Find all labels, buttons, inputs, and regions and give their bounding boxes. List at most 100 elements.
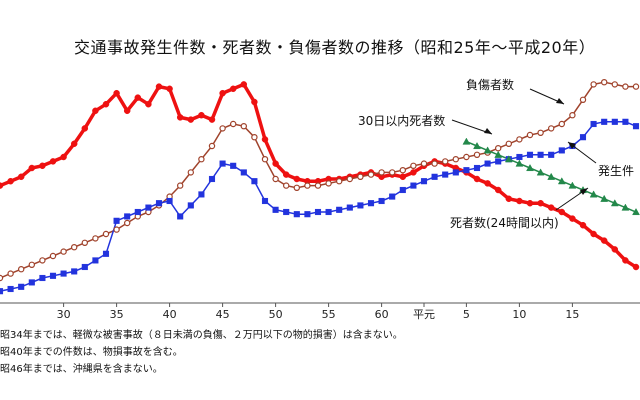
data-point (70, 243, 78, 251)
data-point (632, 263, 640, 271)
data-point (431, 160, 438, 167)
data-point (473, 175, 481, 183)
x-tick-label: 30 (57, 308, 71, 321)
data-point (134, 94, 142, 101)
series-line-2 (0, 121, 637, 292)
data-point (632, 123, 640, 130)
data-point (113, 217, 120, 224)
data-point (579, 134, 587, 141)
data-point (569, 215, 576, 222)
data-point (7, 270, 14, 277)
data-point (283, 182, 290, 189)
data-point (39, 274, 46, 282)
data-point (357, 173, 364, 180)
data-point (39, 162, 46, 170)
data-point (495, 158, 502, 165)
data-point (176, 114, 184, 121)
data-point (124, 213, 131, 220)
data-point (537, 129, 544, 136)
chart-title: 交通事故発生件数・死者数・負傷者数の推移（昭和25年～平成20年） (74, 38, 596, 57)
data-point (367, 171, 375, 178)
data-point (399, 173, 407, 181)
data-point (272, 175, 279, 183)
data-point (229, 85, 237, 93)
x-tick-label: 15 (565, 308, 579, 321)
data-point (622, 118, 629, 125)
data-point (60, 270, 67, 277)
data-point (452, 155, 459, 163)
data-point (187, 169, 194, 176)
data-point (601, 78, 608, 86)
data-point (600, 237, 608, 244)
data-point (504, 155, 513, 163)
data-point (632, 83, 640, 90)
data-point (484, 180, 491, 187)
data-point (590, 81, 597, 88)
data-point (442, 171, 449, 178)
x-tick-label: 60 (375, 308, 389, 321)
data-point (293, 175, 301, 183)
data-point (92, 235, 99, 242)
x-tick-label: 40 (163, 308, 177, 321)
data-point (410, 169, 417, 176)
data-point (473, 151, 481, 158)
data-point (526, 199, 534, 207)
data-point (293, 211, 300, 218)
data-point (494, 186, 502, 194)
data-point (49, 272, 57, 279)
data-point (155, 83, 163, 90)
data-point (314, 182, 322, 189)
data-point (442, 158, 449, 165)
data-point (557, 177, 566, 185)
data-point (494, 150, 503, 158)
data-point (261, 136, 269, 143)
data-point (187, 116, 195, 123)
data-point (102, 100, 110, 108)
data-point (102, 230, 110, 238)
data-point (240, 81, 248, 88)
data-point (483, 146, 492, 154)
x-tick-label: 55 (322, 308, 336, 321)
data-point (568, 181, 577, 189)
x-tick-label: 平元 (413, 308, 435, 321)
data-point (102, 250, 110, 257)
data-point (473, 141, 481, 150)
data-point (420, 178, 428, 185)
data-point (177, 213, 184, 220)
x-tick-label: 50 (269, 308, 283, 321)
data-point (611, 246, 619, 253)
data-point (346, 204, 353, 211)
data-point (632, 207, 640, 216)
data-point (60, 153, 67, 161)
data-point (548, 151, 555, 158)
data-point (622, 83, 629, 90)
data-point (240, 169, 247, 176)
data-point (113, 89, 120, 97)
data-point (610, 199, 619, 207)
data-point (28, 261, 35, 268)
data-point (399, 186, 406, 194)
data-point (304, 182, 311, 189)
data-point (198, 111, 205, 119)
data-point (293, 184, 300, 191)
data-point (622, 257, 629, 264)
data-point (261, 197, 269, 205)
data-point (282, 171, 290, 178)
data-point (251, 178, 258, 185)
data-point (601, 118, 608, 125)
data-point (548, 125, 555, 132)
data-point (389, 193, 396, 200)
data-point (92, 107, 99, 115)
data-point (378, 197, 385, 205)
data-point (283, 208, 290, 216)
data-point (420, 160, 428, 167)
data-point (526, 131, 534, 139)
data-point (410, 162, 417, 169)
data-point (611, 118, 618, 125)
annotation-deaths-24h-arrowhead (580, 188, 588, 195)
data-point (505, 140, 512, 147)
x-tick-label: 5 (463, 308, 470, 321)
data-point (208, 142, 216, 150)
data-point (516, 136, 523, 143)
footnote-2: 昭40年までの件数は、物損事故を含む。 (0, 347, 183, 358)
